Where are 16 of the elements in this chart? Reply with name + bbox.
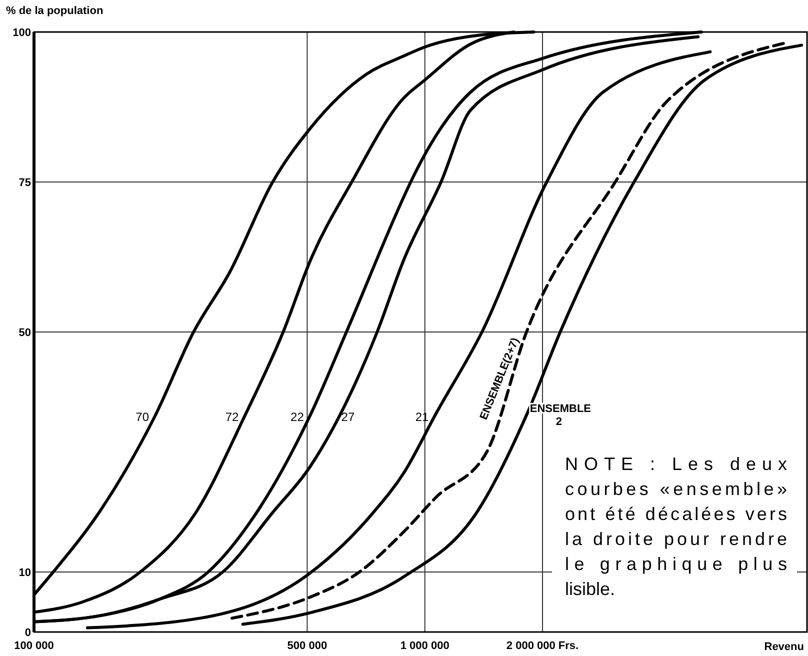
x-axis-title: Revenu — [764, 641, 804, 653]
y-tick-label: 100 — [12, 27, 31, 39]
series-label: 70 — [136, 410, 150, 424]
y-tick-label: 50 — [18, 327, 31, 339]
y-tick-label: 75 — [18, 177, 31, 189]
series-label: 72 — [225, 410, 240, 424]
x-tick-label: 500 000 — [287, 640, 328, 652]
x-tick-label: 1 000 000 — [400, 640, 450, 652]
series-label: 27 — [341, 410, 355, 424]
y-tick-label: 0 — [24, 627, 31, 639]
annotation: NOTE : Les deux courbes «ensemble» ont été décalées vers la droite pour rendre le graphique plus lisible. — [565, 454, 787, 599]
x-tick-label: 100 000 — [14, 640, 54, 652]
series-label: 22 — [290, 410, 304, 424]
y-tick-label: 10 — [18, 567, 31, 579]
y-axis-title: % de la population — [6, 5, 104, 17]
x-tick-label: 2 000 000 Frs. — [506, 640, 579, 652]
